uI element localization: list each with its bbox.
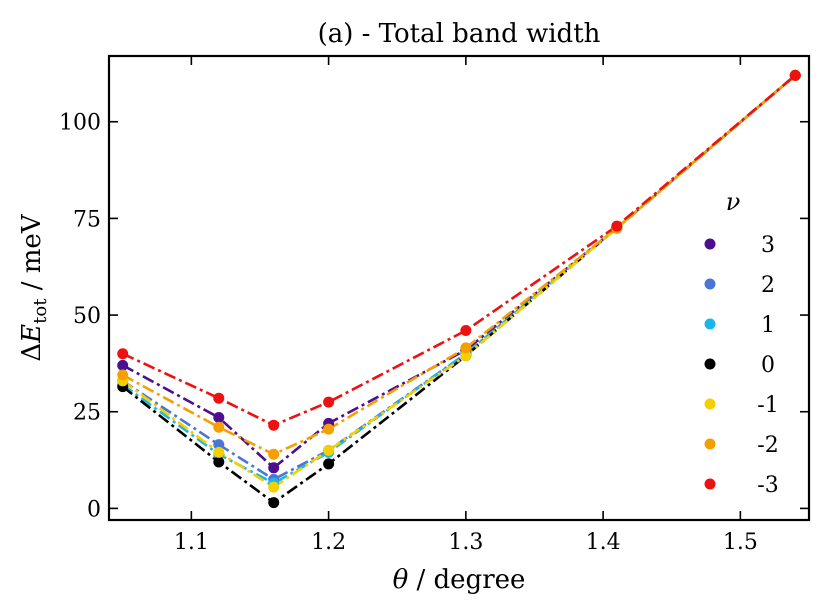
data-point: [611, 220, 623, 232]
x-axis-label-unit: / degree: [408, 565, 525, 595]
legend-label: 3: [761, 233, 775, 258]
legend-marker: [704, 358, 716, 370]
data-point: [460, 325, 472, 337]
y-axis-label: ΔEtot / meV: [17, 213, 51, 361]
y-axis: 0 25 50 75 100: [59, 111, 809, 522]
data-point: [268, 448, 280, 460]
chart-title: (a) - Total band width: [318, 19, 601, 49]
data-point: [268, 462, 280, 474]
legend-marker: [704, 238, 716, 250]
x-tick-label: 1.5: [723, 530, 758, 555]
data-point: [117, 369, 129, 381]
legend: ν 3 2 1 0 -1 -2 -3: [704, 188, 779, 498]
legend-marker: [704, 318, 716, 330]
data-point: [323, 444, 335, 456]
x-tick-label: 1.4: [586, 530, 621, 555]
legend-label: -2: [757, 433, 778, 458]
legend-label: 0: [761, 353, 775, 378]
legend-marker: [704, 278, 716, 290]
data-point: [117, 348, 129, 360]
data-point: [213, 446, 225, 458]
data-point: [460, 350, 472, 362]
y-axis-label-subscript: tot: [30, 298, 51, 324]
x-axis: 1.1 1.2 1.3 1.4 1.5: [174, 56, 758, 555]
x-tick-label: 1.3: [448, 530, 483, 555]
x-axis-label: θ / degree: [393, 565, 526, 595]
data-point: [213, 412, 225, 424]
data-point: [323, 458, 335, 470]
legend-label: 1: [761, 313, 775, 338]
legend-marker: [704, 478, 716, 490]
plot-area: [107, 54, 811, 522]
data-point: [213, 456, 225, 468]
series-line: [121, 74, 797, 504]
legend-label: 2: [761, 273, 775, 298]
legend-label: -3: [757, 473, 778, 498]
legend-title: ν: [726, 188, 741, 216]
legend-label: -1: [757, 393, 778, 418]
y-tick-label: 0: [87, 497, 101, 522]
legend-marker: [704, 398, 716, 410]
data-point: [268, 481, 280, 493]
data-point: [323, 396, 335, 408]
data-point: [213, 392, 225, 404]
y-tick-label: 50: [73, 304, 101, 329]
plot-frame: [107, 54, 811, 522]
y-tick-label: 75: [73, 207, 101, 232]
x-tick-label: 1.2: [311, 530, 346, 555]
x-tick-label: 1.1: [174, 530, 209, 555]
y-axis-label-unit: / meV: [17, 213, 47, 298]
data-point: [213, 439, 225, 451]
data-point: [117, 359, 129, 371]
series-line: [122, 74, 797, 470]
data-point: [460, 342, 472, 354]
data-point: [268, 419, 280, 431]
data-point: [268, 497, 280, 509]
series-points: [117, 69, 801, 509]
data-point: [323, 423, 335, 435]
y-tick-label: 25: [73, 401, 101, 426]
y-tick-label: 100: [59, 111, 101, 136]
y-axis-label-symbol: E: [17, 324, 47, 344]
data-point: [789, 69, 801, 81]
data-point: [213, 421, 225, 433]
y-axis-label-delta: Δ: [17, 343, 47, 362]
x-axis-label-symbol: θ: [393, 565, 409, 595]
legend-marker: [704, 438, 716, 450]
series-lines: [121, 74, 797, 504]
series-line: [122, 74, 797, 427]
